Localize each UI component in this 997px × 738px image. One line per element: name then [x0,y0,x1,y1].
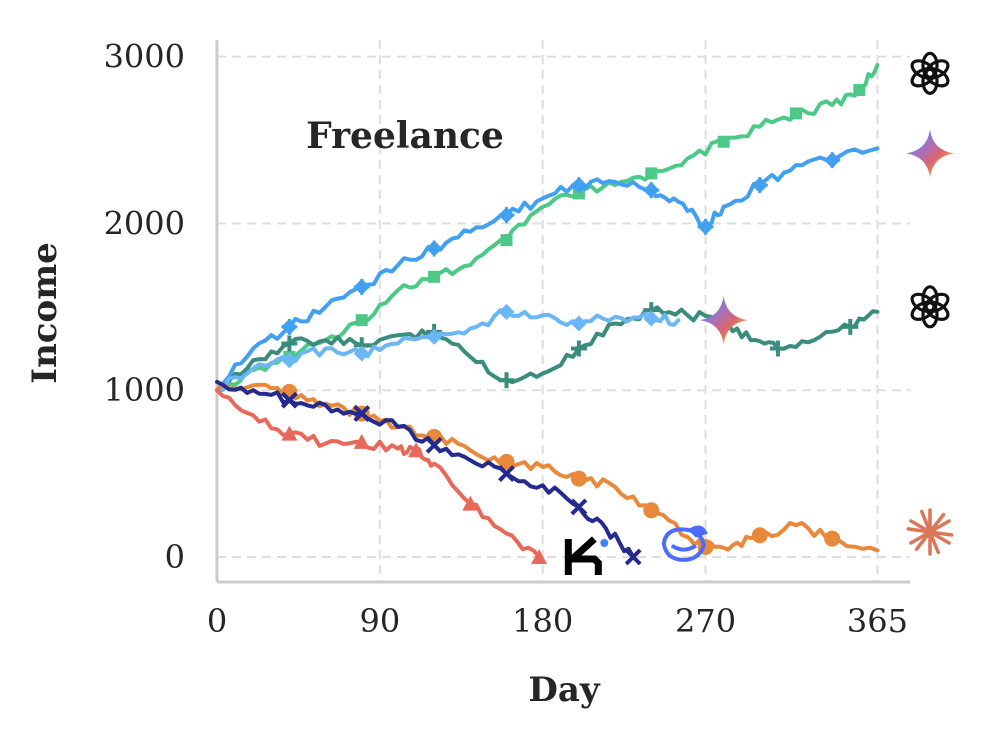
data-point [428,270,441,283]
data-point [824,530,841,547]
y-tick-label: 1000 [104,371,185,409]
data-point [426,240,443,257]
data-point [645,167,658,180]
openai-petal [910,292,936,313]
data-point [697,218,714,235]
data-point [353,345,370,362]
series-5 [215,379,642,566]
data-point [353,405,371,422]
data-point [498,453,515,470]
data-point [643,502,660,519]
deepseek-body [661,527,706,562]
series-line [215,305,880,393]
y-axis-title: Income [25,242,65,384]
x-tick-label: 90 [359,602,400,640]
data-point [751,527,768,544]
deepseek-tail [687,525,708,538]
data-point [643,310,660,327]
series-line [215,379,636,559]
data-point [643,181,660,199]
data-point [281,318,298,335]
data-point [769,340,786,357]
series-0 [215,63,880,393]
data-point [498,206,515,224]
claude-ray [928,519,951,534]
data-point [500,234,513,247]
data-point [531,548,548,564]
deepseek-whale-icon [661,525,708,562]
series-line [215,63,880,393]
claude-burst-icon [906,508,954,556]
x-tick-label: 180 [512,602,573,640]
kimi-dot [600,538,609,547]
data-point [498,465,515,483]
series-3 [215,303,681,393]
data-point [462,495,479,511]
data-point [570,340,587,357]
series-line [215,388,542,559]
data-point [853,84,866,97]
series-group [215,63,880,566]
data-point [790,107,803,120]
gemini-star-icon [699,296,748,345]
data-point [355,314,368,327]
data-point [281,335,298,352]
kimi-shape [564,536,602,575]
x-tick-label: 0 [207,602,227,640]
claude-ray [928,530,951,545]
data-point [426,328,443,345]
data-point [717,135,730,148]
data-point [570,176,588,194]
data-point [280,391,298,409]
annotation-label: Freelance [306,115,504,157]
gemini-star-icon [906,129,954,178]
x-axis-title: Day [528,670,601,710]
claude-ray [909,519,932,534]
x-tick-label: 270 [675,602,736,640]
gemini-star-shape [699,296,748,345]
data-point [570,498,588,516]
data-point [570,470,587,487]
y-tick-label: 2000 [104,204,185,242]
series-6 [215,388,548,564]
data-point [498,303,515,320]
y-tick-label: 3000 [104,38,185,76]
series-1 [215,146,880,393]
data-point [842,318,859,335]
data-point [281,425,298,441]
data-point [570,315,587,332]
data-point [624,548,642,566]
claude-ray [909,530,932,545]
kimi-logo-icon [564,536,609,575]
data-point [425,436,443,454]
openai-logo-icon [910,51,950,95]
data-point [281,352,298,369]
data-point [353,278,370,295]
data-point [498,372,515,389]
series-4 [215,382,880,555]
data-point [353,433,370,449]
data-point [572,187,585,200]
data-point [408,442,425,458]
icons-group [564,51,954,575]
gemini-star-shape [906,129,954,178]
openai-petal [910,59,936,80]
openai-logo-icon [910,285,950,329]
y-tick-label: 0 [165,538,185,576]
claude-ray [920,509,932,534]
series-line [215,382,880,553]
deepseek-fin [670,543,697,552]
axes: 0 90 180 270 365 0 1000 2000 3000 [104,38,910,640]
data-point [751,176,768,194]
data-point [824,151,841,169]
x-tick-label: 365 [847,602,908,640]
